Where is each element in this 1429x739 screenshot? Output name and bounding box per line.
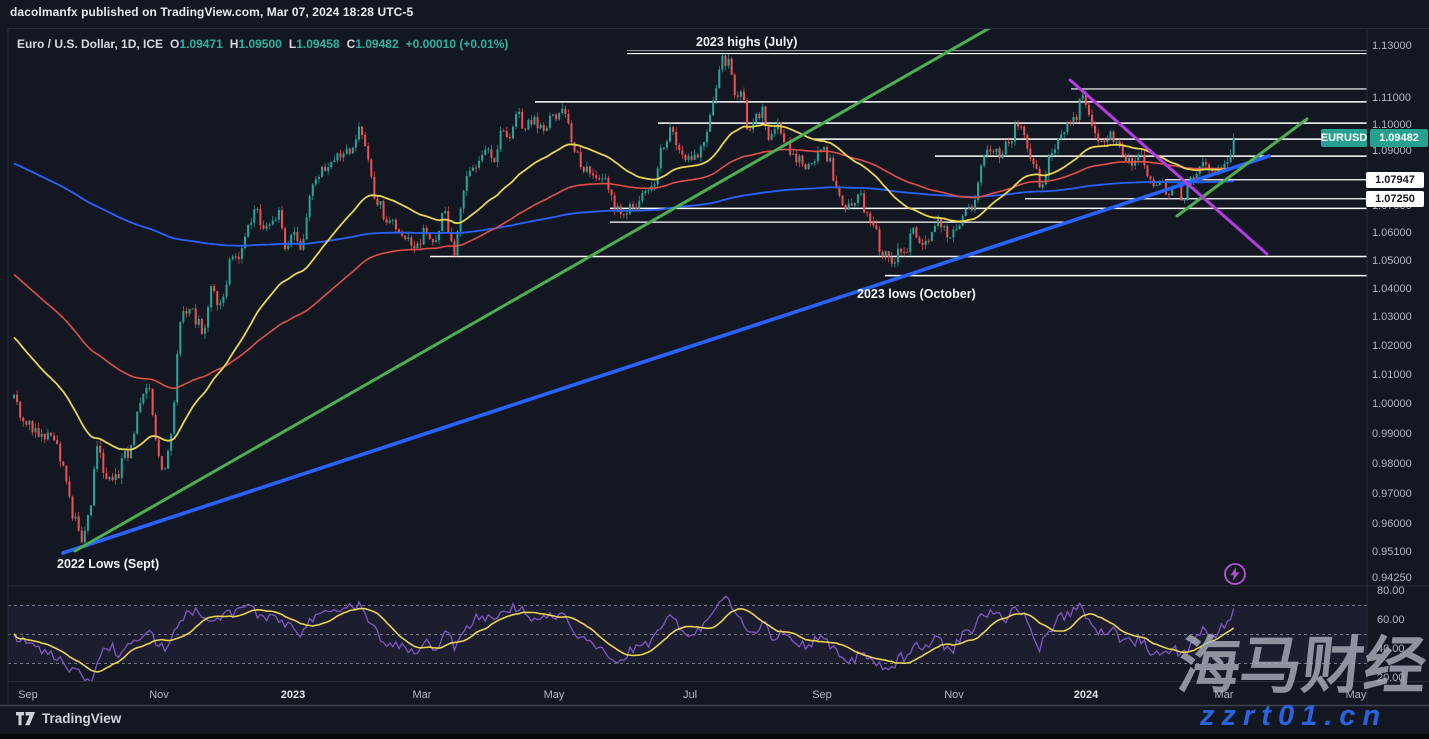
tradingview-logo-text: TradingView	[42, 711, 122, 726]
bottom-strip	[0, 734, 1429, 739]
candles	[13, 52, 1235, 549]
price-axis-label: 1.04000	[1372, 283, 1412, 296]
price-level-badge-2: 1.07250	[1366, 190, 1424, 207]
price-axis-label: 1.13000	[1372, 39, 1412, 52]
indicator-axis-label: 80.00	[1377, 585, 1405, 597]
price-axis-label: 0.94250	[1372, 572, 1412, 584]
legend-open-label: O	[170, 37, 180, 51]
time-axis-label: Nov	[149, 689, 169, 701]
trendline-rising-line-green-from-2022-low	[73, 29, 991, 553]
flash-icon[interactable]	[1223, 562, 1247, 586]
pane-borders	[0, 28, 1429, 707]
current-price-badge: EURUSD 1.09482	[1321, 129, 1428, 148]
price-axis-label: 1.03000	[1372, 311, 1412, 324]
price-axis-label: 0.96000	[1372, 518, 1412, 530]
indicator-axis-label: 60.00	[1377, 614, 1405, 626]
price-axis-label: 1.02000	[1372, 340, 1412, 353]
price-axis-label: 0.98000	[1372, 457, 1412, 470]
time-axis-label: Mar	[412, 689, 432, 701]
price-axis-label: 1.06000	[1372, 227, 1412, 240]
legend-high-value: 1.09500	[238, 37, 282, 51]
legend-high-label: H	[229, 37, 239, 51]
time-axis-label: Mar	[1214, 689, 1234, 701]
legend-close-value: 1.09482	[355, 37, 399, 51]
legend-close-label: C	[346, 37, 356, 51]
watermark-url: zzrt01.cn	[1200, 700, 1388, 732]
time-axis-label: Sep	[812, 689, 832, 701]
time-axis-label: 2023	[280, 689, 306, 701]
watermark-chinese: 海马财经	[1174, 632, 1429, 701]
current-price-badge-symbol: EURUSD	[1321, 129, 1367, 148]
annotation-2023-lows: 2023 lows (October)	[857, 287, 976, 301]
price-axis-label: 1.11000	[1372, 91, 1411, 104]
legend-low-value: 1.09458	[296, 37, 340, 51]
price-axis-label: 1.00000	[1372, 398, 1412, 411]
time-axis-label: Nov	[944, 689, 964, 701]
annotation-2023-highs: 2023 highs (July)	[696, 35, 798, 49]
price-axis-label: 1.10000	[1372, 118, 1412, 131]
ma-slow-blue	[13, 162, 1234, 247]
price-axis-label: 0.99000	[1372, 427, 1412, 440]
price-axis-label: 1.01000	[1372, 369, 1412, 381]
legend-open-value: 1.09471	[179, 37, 223, 51]
tradingview-logo-icon	[16, 711, 35, 725]
chart-legend[interactable]: Euro / U.S. Dollar, 1D, ICE O1.09471 H1.09…	[17, 37, 508, 51]
ma-mid-red	[13, 148, 1234, 390]
time-axis-label: 2024	[1073, 689, 1099, 701]
rsi-pane[interactable]	[8, 595, 1367, 683]
price-axis-label: 1.09000	[1372, 145, 1412, 158]
price-axis-label: 1.05000	[1372, 255, 1412, 267]
trendline-short-term-support-green	[1175, 117, 1309, 218]
attribution-text: dacolmanfx published on TradingView.com,…	[10, 5, 414, 19]
current-price-badge-value: 1.09482	[1370, 129, 1428, 148]
indicator-axis-label: 20.00	[1377, 672, 1405, 684]
ma-fast-yellow	[13, 123, 1235, 451]
price-level-badge-1: 1.07947	[1366, 171, 1424, 188]
legend-low-label: L	[288, 37, 297, 51]
trendline-falling-resistance-purple	[1068, 78, 1269, 256]
time-axis-label: Sep	[18, 689, 38, 701]
price-axis-label: 0.97000	[1372, 487, 1412, 500]
legend-title: Euro / U.S. Dollar, 1D, ICE	[17, 37, 164, 51]
rsi-line	[13, 595, 1235, 681]
tradingview-logo[interactable]: TradingView	[16, 711, 121, 726]
price-pane[interactable]	[13, 22, 1367, 555]
time-axis-label: May	[543, 689, 565, 701]
rsi-ma-line	[13, 607, 1235, 673]
trendline-long-term-support-blue	[61, 154, 1271, 555]
time-axis-label: Jul	[682, 689, 698, 701]
price-axis-label: 0.95100	[1372, 545, 1412, 558]
annotation-2022-lows: 2022 Lows (Sept)	[57, 557, 160, 571]
indicator-axis-label: 40.00	[1377, 643, 1405, 655]
time-axis-label: May	[1345, 689, 1367, 701]
legend-change: +0.00010 (+0.01%)	[405, 37, 509, 51]
